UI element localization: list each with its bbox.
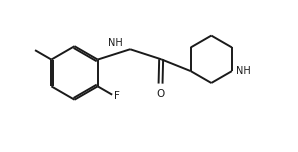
Text: F: F	[114, 91, 120, 101]
Text: NH: NH	[236, 66, 251, 76]
Text: O: O	[156, 89, 165, 99]
Text: NH: NH	[108, 38, 123, 48]
